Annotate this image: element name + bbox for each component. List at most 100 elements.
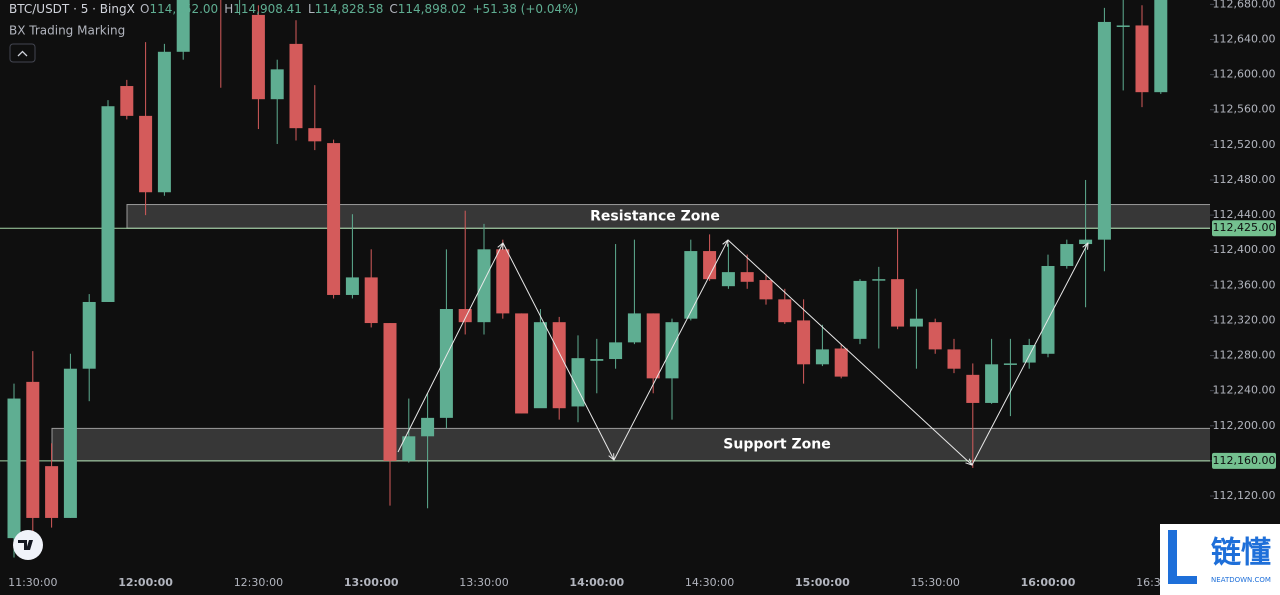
candle-body	[327, 143, 341, 295]
y-tick-label: 112,240.00	[1213, 384, 1276, 397]
x-tick-label: 13:00:00	[344, 576, 399, 589]
candle-body	[853, 280, 867, 339]
candle-body	[759, 280, 773, 300]
candle-body	[740, 272, 754, 282]
candles-layer	[7, 0, 1168, 558]
zones-layer: Resistance Zone Support Zone	[0, 204, 1210, 462]
candle-body	[308, 128, 322, 142]
candle-body	[7, 398, 21, 539]
price-tag-label: 112,160.00	[1213, 454, 1276, 467]
legend-text: BTC/USDT · 5 · BingX	[9, 2, 135, 16]
candle-body	[552, 322, 566, 409]
price-tag-label: 112,425.00	[1213, 221, 1276, 234]
y-tick-label: 112,400.00	[1213, 243, 1276, 256]
y-tick-label: 112,560.00	[1213, 103, 1276, 116]
candle-body	[26, 381, 40, 518]
x-tick-label: 15:00:00	[795, 576, 850, 589]
candle-body	[421, 417, 435, 437]
candle-body	[515, 313, 529, 414]
candle-body	[1003, 363, 1017, 365]
candle-body	[590, 359, 604, 361]
candle-body	[985, 364, 999, 403]
candle-body	[383, 323, 397, 461]
tv-logo	[13, 530, 43, 560]
y-tick-label: 112,680.00	[1213, 0, 1276, 10]
candle-body	[703, 251, 717, 280]
legend-text: 114,898.02	[398, 2, 467, 16]
pattern-arrow	[397, 243, 503, 453]
zone	[51, 427, 1210, 462]
candle-body	[627, 313, 641, 343]
symbol-legend: BTC/USDT · 5 · BingX O114,852.00 H114,908.…	[9, 2, 578, 16]
candle-body	[1079, 239, 1093, 245]
candle-body	[646, 313, 660, 379]
candle-body	[157, 51, 171, 193]
candle-body	[1041, 265, 1055, 354]
watermark-title: 链懂	[1211, 536, 1271, 571]
legend-text: C	[389, 2, 397, 16]
header: BTC/USDT · 5 · BingX O114,852.00 H114,908.…	[9, 2, 578, 63]
candle-body	[345, 277, 359, 295]
y-tick-label: 112,280.00	[1213, 349, 1276, 362]
watermark-logo	[1168, 530, 1197, 584]
candle-body	[947, 349, 961, 369]
tv-logo-mark	[18, 540, 33, 550]
legend-text: 114,908.41	[233, 2, 302, 16]
candle-body	[891, 279, 905, 327]
pattern-arrow	[727, 239, 972, 465]
candle-body	[684, 251, 698, 319]
candle-body	[458, 309, 472, 323]
candle-body	[797, 320, 811, 365]
x-tick-label: 14:00:00	[569, 576, 624, 589]
pattern-arrow	[613, 240, 728, 461]
candle-body	[721, 272, 735, 287]
indicator-name: BX Trading Marking	[9, 24, 125, 38]
y-tick-label: 112,360.00	[1213, 278, 1276, 291]
x-tick-label: 12:30:00	[234, 576, 283, 589]
x-tick-label: 14:30:00	[685, 576, 734, 589]
watermark: 链懂 NEATDOWN.COM	[1160, 524, 1280, 595]
legend-text: O	[140, 2, 149, 16]
y-tick-label: 112,600.00	[1213, 68, 1276, 81]
candle-body	[533, 322, 547, 409]
y-tick-label: 112,320.00	[1213, 313, 1276, 326]
candle-body	[139, 115, 153, 193]
axes-layer: 112,120.00 112,160.00 112,200.00 112,240.00…	[8, 0, 1276, 589]
candle-body	[1097, 21, 1111, 240]
candle-body	[82, 301, 96, 369]
candle-body	[778, 299, 792, 323]
candle-body	[289, 43, 303, 129]
y-tick-label: 112,440.00	[1213, 208, 1276, 221]
candle-body	[439, 309, 453, 418]
candle-body	[609, 342, 623, 360]
candle-body	[1116, 25, 1130, 27]
pattern-drawing	[397, 239, 1088, 465]
candle-body	[402, 436, 416, 461]
x-tick-label: 16:00:00	[1021, 576, 1076, 589]
legend-text: +51.38 (+0.04%)	[472, 2, 578, 16]
candle-body	[1060, 244, 1074, 266]
candle-body	[665, 322, 679, 379]
y-tick-label: 112,120.00	[1213, 489, 1276, 502]
legend-text: H	[224, 2, 233, 16]
candle-body	[872, 279, 886, 281]
candle-body	[45, 466, 59, 518]
legend-text: 114,852.00	[149, 2, 218, 16]
candle-body	[571, 358, 585, 407]
legend-text: 114,828.58	[315, 2, 384, 16]
candle-body	[120, 86, 134, 116]
candle-body	[251, 14, 265, 100]
candle-body	[176, 0, 190, 52]
x-tick-label: 15:30:00	[910, 576, 959, 589]
price-tag	[1212, 220, 1276, 237]
candle-body	[909, 318, 923, 327]
candle-body	[496, 249, 510, 314]
zone-label: Resistance Zone	[590, 208, 720, 224]
collapse-button[interactable]	[9, 43, 36, 63]
x-tick-label: 13:30:00	[459, 576, 508, 589]
candle-body	[928, 322, 942, 350]
candle-body	[63, 368, 77, 518]
candle-body	[815, 349, 829, 365]
